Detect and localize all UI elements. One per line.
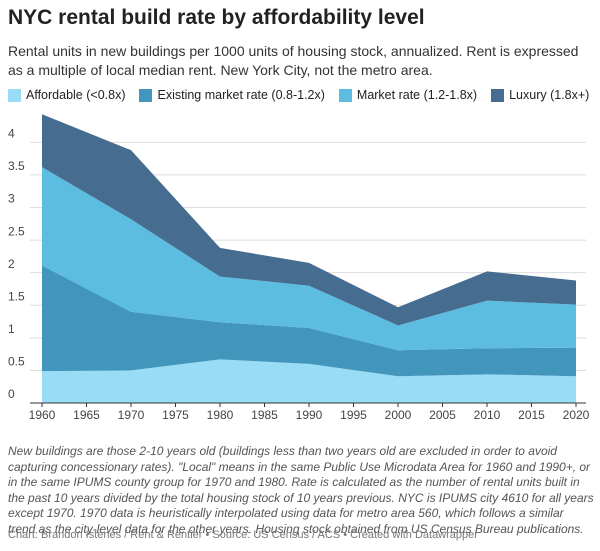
legend: Affordable (<0.8x) Existing market rate (… — [8, 88, 589, 102]
x-tick-label: 1990 — [296, 408, 323, 422]
legend-item: Existing market rate (0.8-1.2x) — [139, 88, 325, 102]
area — [42, 359, 576, 403]
x-tick-label: 2020 — [563, 408, 590, 422]
area — [42, 167, 576, 351]
y-tick-label: 3 — [8, 192, 15, 206]
chart: 0 0.5 1 1.5 2 2.5 3 3.5 4 1960 1965 1970 1975 1980 198… — [8, 114, 590, 422]
legend-swatch — [8, 88, 21, 102]
x-tick-label: 1995 — [340, 408, 367, 422]
x-tick-label: 2005 — [429, 408, 456, 422]
y-tick-label: 4 — [8, 126, 15, 140]
y-tick-label: 1.5 — [8, 289, 25, 303]
legend-label: Market rate (1.2-1.8x) — [356, 88, 478, 102]
legend-item: Market rate (1.2-1.8x) — [338, 88, 478, 102]
legend-label: Existing market rate (0.8-1.2x) — [157, 88, 325, 102]
legend-label: Affordable (<0.8x) — [26, 88, 126, 102]
legend-item: Luxury (1.8x+) — [491, 88, 589, 102]
y-tick-label: 2 — [8, 257, 15, 271]
legend-swatch — [338, 88, 352, 102]
x-tick-label: 1980 — [207, 408, 234, 422]
note: New buildings are those 2-10 years old (… — [8, 444, 594, 536]
y-tick-label: 2.5 — [8, 224, 25, 238]
chart-subtitle: Rental units in new buildings per 1000 u… — [8, 43, 579, 78]
x-tick-label: 2010 — [474, 408, 501, 422]
legend-item: Affordable (<0.8x) — [8, 88, 125, 102]
y-tick-label: 3.5 — [8, 159, 25, 173]
y-tick-label: 0 — [8, 387, 15, 401]
source: Chart: Brandon Istenes / Rent & Rentier … — [8, 529, 478, 541]
chart-title: NYC rental build rate by affordability l… — [8, 6, 425, 29]
legend-swatch — [491, 88, 505, 102]
x-tick-label: 1965 — [73, 408, 100, 422]
area — [42, 265, 576, 377]
legend-swatch — [139, 88, 153, 102]
legend-label: Luxury (1.8x+) — [509, 88, 590, 102]
y-tick-label: 1 — [8, 322, 15, 336]
x-tick-label: 2000 — [385, 408, 412, 422]
y-tick-label: 0.5 — [8, 355, 25, 369]
x-tick-label: 2015 — [518, 408, 545, 422]
x-tick-label: 1970 — [118, 408, 145, 422]
area — [42, 114, 576, 326]
x-tick-label: 1985 — [251, 408, 278, 422]
x-tick-label: 1960 — [29, 408, 56, 422]
x-tick-label: 1975 — [162, 408, 189, 422]
